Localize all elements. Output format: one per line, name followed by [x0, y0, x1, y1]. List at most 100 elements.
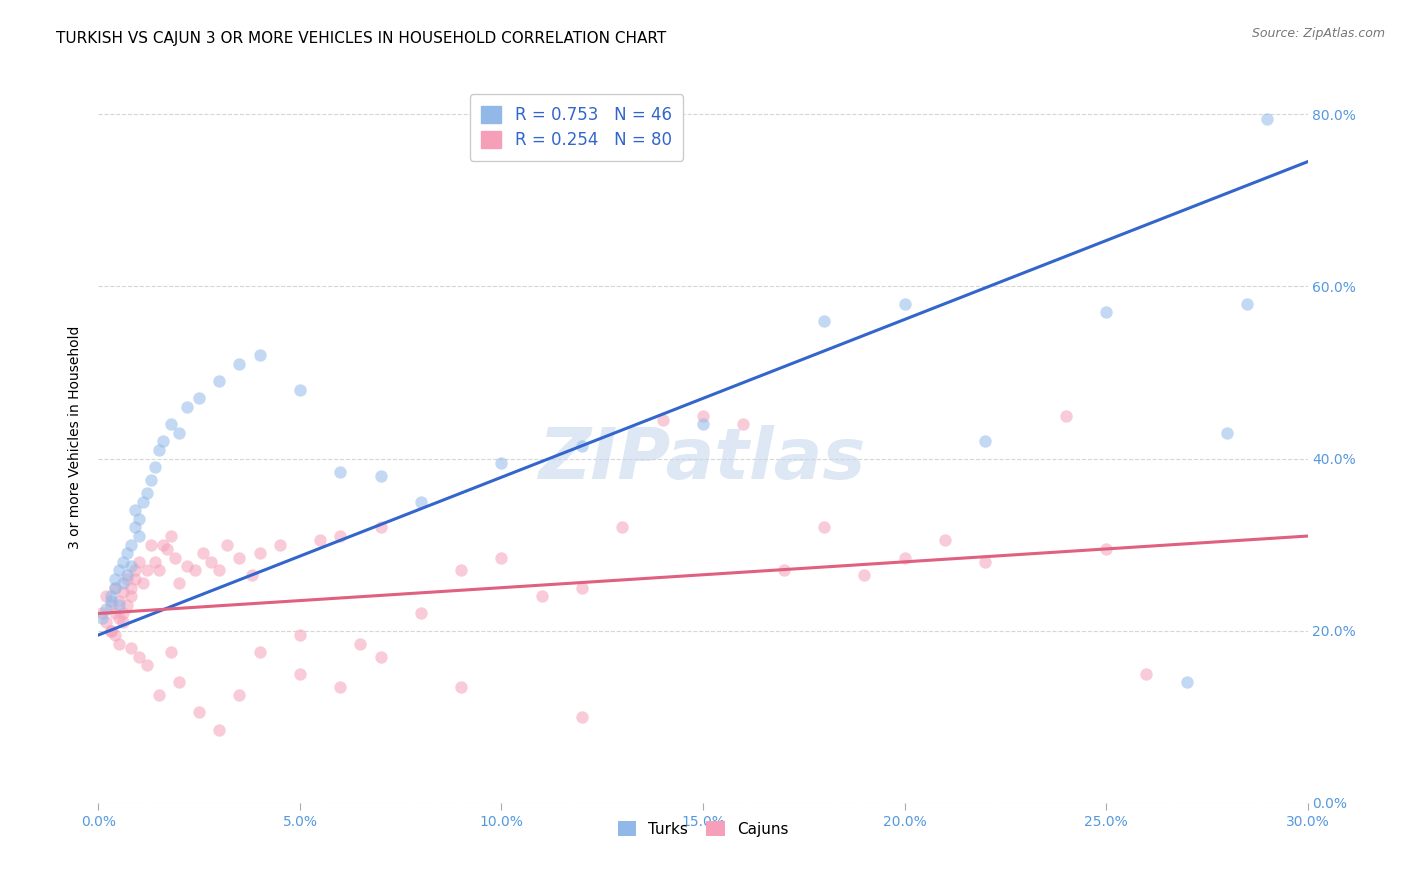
Point — [111, 555, 134, 569]
Point — [571, 581, 593, 595]
Y-axis label: 3 or more Vehicles in Household: 3 or more Vehicles in Household — [69, 326, 83, 549]
Point — [450, 564, 472, 578]
Point — [288, 628, 311, 642]
Point — [491, 456, 513, 470]
Point — [100, 593, 122, 607]
Point — [107, 598, 129, 612]
Point — [208, 723, 231, 737]
Point — [813, 314, 835, 328]
Point — [1095, 305, 1118, 319]
Point — [288, 666, 311, 681]
Point — [167, 576, 190, 591]
Point — [409, 607, 432, 621]
Point — [1095, 541, 1118, 556]
Point — [309, 533, 332, 548]
Point — [571, 439, 593, 453]
Point — [139, 473, 162, 487]
Point — [163, 550, 186, 565]
Point — [228, 688, 250, 702]
Point — [107, 637, 129, 651]
Point — [370, 649, 392, 664]
Point — [132, 576, 155, 591]
Point — [128, 512, 150, 526]
Point — [100, 589, 122, 603]
Text: ZIPatlas: ZIPatlas — [540, 425, 866, 493]
Point — [228, 550, 250, 565]
Point — [370, 520, 392, 534]
Point — [370, 468, 392, 483]
Point — [115, 598, 138, 612]
Point — [733, 417, 755, 432]
Point — [772, 564, 794, 578]
Point — [1135, 666, 1157, 681]
Point — [111, 576, 134, 591]
Point — [160, 417, 183, 432]
Point — [571, 710, 593, 724]
Point — [107, 611, 129, 625]
Point — [107, 564, 129, 578]
Point — [148, 688, 170, 702]
Point — [853, 567, 876, 582]
Point — [893, 296, 915, 310]
Point — [208, 564, 231, 578]
Point — [103, 581, 125, 595]
Point — [288, 383, 311, 397]
Point — [148, 442, 170, 457]
Point — [1216, 425, 1239, 440]
Point — [91, 607, 114, 621]
Point — [96, 615, 118, 629]
Text: Source: ZipAtlas.com: Source: ZipAtlas.com — [1251, 27, 1385, 40]
Point — [893, 550, 915, 565]
Point — [128, 529, 150, 543]
Point — [124, 520, 146, 534]
Point — [120, 589, 142, 603]
Point — [135, 564, 157, 578]
Point — [103, 607, 125, 621]
Point — [184, 564, 207, 578]
Point — [148, 564, 170, 578]
Point — [111, 585, 134, 599]
Point — [1175, 675, 1198, 690]
Point — [135, 486, 157, 500]
Point — [188, 706, 211, 720]
Point — [167, 675, 190, 690]
Point — [156, 541, 179, 556]
Point — [103, 628, 125, 642]
Point — [651, 413, 673, 427]
Point — [96, 602, 118, 616]
Point — [128, 555, 150, 569]
Point — [200, 555, 222, 569]
Point — [160, 645, 183, 659]
Point — [111, 615, 134, 629]
Point — [120, 538, 142, 552]
Point — [974, 555, 997, 569]
Point — [269, 538, 291, 552]
Point — [124, 503, 146, 517]
Point — [103, 581, 125, 595]
Point — [152, 434, 174, 449]
Point — [217, 538, 239, 552]
Point — [692, 417, 714, 432]
Point — [329, 680, 352, 694]
Point — [249, 546, 271, 560]
Point — [143, 555, 166, 569]
Point — [176, 559, 198, 574]
Point — [249, 348, 271, 362]
Point — [160, 529, 183, 543]
Point — [329, 465, 352, 479]
Point — [1256, 112, 1278, 126]
Point — [132, 494, 155, 508]
Point — [100, 624, 122, 638]
Point — [115, 567, 138, 582]
Point — [450, 680, 472, 694]
Point — [813, 520, 835, 534]
Point — [249, 645, 271, 659]
Point — [934, 533, 956, 548]
Point — [115, 572, 138, 586]
Point — [115, 546, 138, 560]
Point — [135, 658, 157, 673]
Point — [240, 567, 263, 582]
Point — [139, 538, 162, 552]
Point — [530, 589, 553, 603]
Point — [120, 581, 142, 595]
